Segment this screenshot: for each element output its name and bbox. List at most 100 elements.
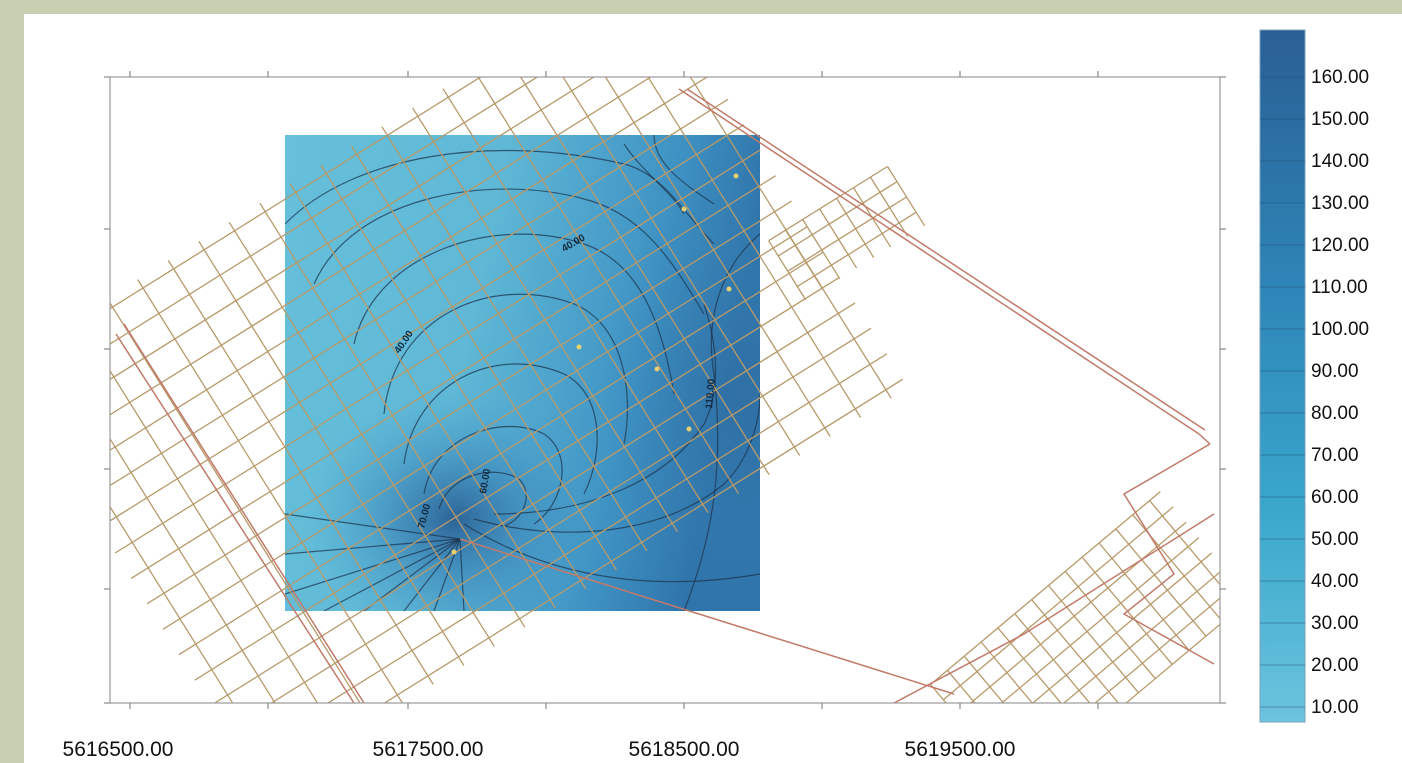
legend-label: 120.00 <box>1311 235 1369 256</box>
legend-band-lines <box>1260 76 1305 708</box>
contour-line <box>473 393 760 533</box>
parcel-line <box>886 166 926 227</box>
parcel-line <box>819 208 858 269</box>
contour-line <box>383 293 629 445</box>
legend-color-bar <box>1259 29 1306 723</box>
parcel-line <box>1014 613 1091 703</box>
legend-label: 20.00 <box>1311 655 1359 676</box>
contour-line <box>493 303 717 515</box>
well-marker <box>451 549 457 555</box>
parcel-line <box>980 641 1034 703</box>
parcel-line <box>969 521 1187 703</box>
parcel-line <box>836 197 875 258</box>
parcel-line <box>1064 570 1156 680</box>
parcel-line <box>1125 623 1220 703</box>
plot-border <box>109 76 1221 704</box>
contour-label: 60.00 <box>478 468 493 495</box>
legend-label: 160.00 <box>1311 67 1369 88</box>
road <box>123 323 365 703</box>
legend-label: 50.00 <box>1311 529 1359 550</box>
parcel-line <box>1115 528 1207 637</box>
legend-label: 110.00 <box>1311 277 1368 298</box>
parcel-line <box>442 88 709 514</box>
contour-line <box>459 538 465 611</box>
contour-line <box>285 538 461 595</box>
parcel-line <box>604 77 831 437</box>
road <box>1198 433 1211 445</box>
parcel-line <box>997 627 1062 703</box>
parcel-line <box>869 176 909 237</box>
well-marker <box>733 173 739 179</box>
parcel-line <box>137 279 404 703</box>
contour-line <box>285 149 715 245</box>
legend-label: 10.00 <box>1311 697 1359 718</box>
contour-line <box>285 538 461 555</box>
parcel-line <box>1098 542 1190 651</box>
parcel-line <box>1094 597 1220 703</box>
well-marker <box>654 366 660 372</box>
contour-line <box>323 538 461 611</box>
street-network <box>110 77 1220 703</box>
x-tick-label: 5616500.00 <box>63 738 174 761</box>
contour-line <box>623 143 685 215</box>
parcel-line <box>198 240 465 666</box>
road <box>1122 443 1215 665</box>
contour-line <box>463 523 760 583</box>
parcel-line <box>647 77 862 418</box>
parcel-line <box>1031 599 1120 703</box>
contour-line <box>653 135 715 205</box>
x-tick-label: 5619500.00 <box>905 738 1016 761</box>
legend-label: 60.00 <box>1311 487 1359 508</box>
x-axis-labels: 5616500.00 5617500.00 5618500.00 5619500… <box>63 738 1016 761</box>
parcel-line <box>942 506 1174 701</box>
heatmap-east-high <box>604 174 760 611</box>
legend-label: 140.00 <box>1311 151 1369 172</box>
contour-line <box>403 363 598 495</box>
parcel-line <box>289 183 556 609</box>
parcel-line <box>777 181 898 257</box>
heatmap-raster <box>285 135 760 611</box>
color-legend: 160.00 150.00 140.00 130.00 120.00 110.0… <box>1259 29 1369 723</box>
x-tick-label: 5617500.00 <box>373 738 484 761</box>
road <box>115 333 355 703</box>
parcel-line <box>689 77 892 399</box>
legend-label: 100.00 <box>1311 319 1369 340</box>
contour-line <box>403 538 461 611</box>
contour-line <box>285 513 461 540</box>
parcel-line <box>1000 537 1200 703</box>
legend-label: 80.00 <box>1311 403 1359 424</box>
map-figure: 40.00 40.00 110.00 60.00 70.00 5616500.0… <box>24 14 1402 763</box>
parcel-line <box>110 369 319 703</box>
legend-label: 30.00 <box>1311 613 1359 634</box>
parcel-line <box>167 260 434 685</box>
well-markers <box>451 173 739 555</box>
legend-label: 70.00 <box>1311 445 1359 466</box>
well-marker <box>576 344 582 350</box>
parcel-line <box>228 221 495 647</box>
parcel-line <box>259 202 526 628</box>
road <box>893 513 1215 703</box>
parcel-lines <box>110 77 1220 703</box>
road <box>686 88 1206 431</box>
parcel-line <box>946 669 976 703</box>
parcel-line <box>411 107 679 533</box>
parcel-line <box>768 240 807 301</box>
parcel-line <box>519 77 770 475</box>
parcel-line <box>350 145 617 571</box>
parcel-line <box>381 126 648 552</box>
parcel-line <box>1063 571 1220 703</box>
x-tick-label: 5618500.00 <box>629 738 740 761</box>
road <box>678 88 1200 435</box>
parcel-line <box>562 77 801 456</box>
parcel-line <box>802 219 841 280</box>
map-canvas: 40.00 40.00 110.00 60.00 70.00 5616500.0… <box>63 29 1369 761</box>
parcel-line <box>963 655 1005 703</box>
parcel-line <box>1031 552 1213 703</box>
plot-axes <box>104 71 1226 709</box>
axis-ticks <box>104 71 1226 709</box>
parcel-line <box>930 491 1161 685</box>
parcel-line <box>1048 585 1139 694</box>
legend-label: 150.00 <box>1311 109 1369 130</box>
contour-label: 110.00 <box>704 378 718 409</box>
legend-label: 40.00 <box>1311 571 1359 592</box>
